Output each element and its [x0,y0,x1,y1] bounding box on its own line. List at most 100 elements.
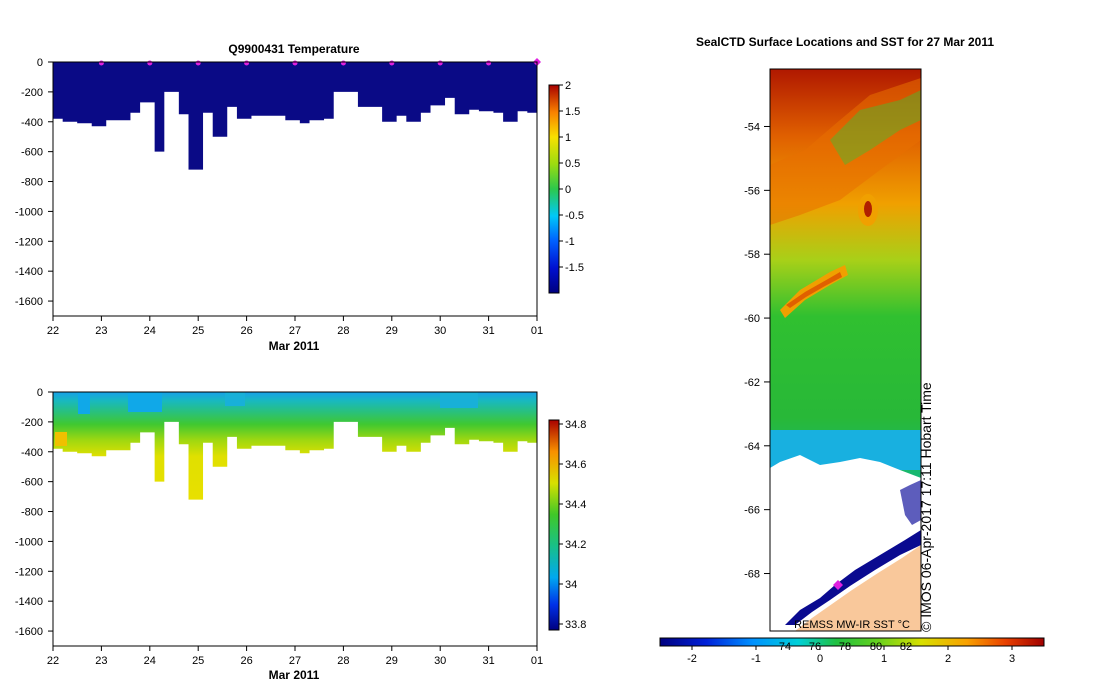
fresh-surface-patch [440,392,478,408]
colorbar-tick-label: 34.6 [565,459,586,471]
salinity-colorbar [548,419,560,631]
depth-tick-label: -400 [21,117,43,129]
temperature-colorbar [548,84,560,294]
depth-tick-label: -1000 [15,536,43,548]
colorbar-tick-label: -1 [565,236,575,248]
depth-tick-label: -800 [21,507,43,519]
depth-tick-label: -1600 [15,296,43,308]
warm-filament-core [786,272,842,308]
salinity-colorbar-ticks: 34.8 34.6 34.4 34.2 34 33.8 [559,419,586,631]
antarctic-land [795,545,921,631]
depth-tick-label: -200 [21,417,43,429]
sst-colorbar-ticks: -2 -1 0 1 2 3 [687,646,1015,665]
surface-location-marker [147,60,153,66]
sst-latitude-axis: -54 -56 -58 -60 -62 -64 -66 -68 [744,121,770,581]
time-tick-label: 28 [337,325,349,337]
colorbar-tick-label: 1.5 [565,106,580,118]
colorbar-tick-label: 0.5 [565,158,580,170]
surface-location-marker [292,60,298,66]
sst-colorbar-tick-label: -2 [687,653,697,665]
time-tick-label: 29 [386,325,398,337]
salinity-profile-field [53,392,537,500]
salinity-xaxis-label: Mar 2011 [269,668,320,682]
time-tick-label: 27 [289,325,301,337]
depth-tick-label: -1200 [15,566,43,578]
surface-location-marker [437,60,443,66]
colorbar-tick-label: 34 [565,579,577,591]
time-tick-label: 23 [95,325,107,337]
time-tick-label: 27 [289,655,301,667]
surface-location-marker [340,60,346,66]
sst-longitude-ticks: 74 76 78 80 82 [779,641,912,653]
fresh-surface-patch [78,392,90,414]
depth-tick-label: -800 [21,177,43,189]
colorbar-tick-label: -1.5 [565,262,584,274]
longitude-tick-label: 78 [839,641,851,653]
imos-credit-label: © IMOS 06-Apr-2017 17:11 Hobart Time [918,382,934,632]
time-tick-label: 01 [531,325,543,337]
latitude-tick-label: -64 [744,441,760,453]
time-tick-label: 23 [95,655,107,667]
colorbar-tick-label: 34.8 [565,419,586,431]
temperature-chart-title: Q9900431 Temperature [228,42,360,56]
time-tick-label: 30 [434,325,446,337]
deep-salinity-patch [55,432,67,446]
sst-map-field [770,69,921,631]
latitude-tick-label: -56 [744,185,760,197]
latitude-tick-label: -68 [744,569,760,581]
temperature-time-axis: 22 23 24 25 26 27 28 29 30 31 01 [47,316,543,337]
temperature-profile-field [53,62,537,170]
surface-location-marker [98,60,104,66]
depth-tick-label: -200 [21,87,43,99]
sst-map-title: SealCTD Surface Locations and SST for 27… [696,35,994,49]
sst-map-frame [769,68,922,632]
time-tick-label: 31 [482,655,494,667]
colorbar-tick-label: 34.4 [565,499,586,511]
longitude-tick-label: 74 [779,641,791,653]
latitude-tick-label: -66 [744,505,760,517]
depth-tick-label: -1400 [15,266,43,278]
colorbar-tick-label: 0 [565,184,571,196]
warm-eddy-core [864,201,872,217]
depth-tick-label: -600 [21,477,43,489]
longitude-tick-label: 80 [870,641,882,653]
depth-tick-label: -1600 [15,626,43,638]
time-tick-label: 28 [337,655,349,667]
temperature-depth-axis: 0 -200 -400 -600 -800 -1000 -1200 -1400 -1600 [15,57,53,308]
time-tick-label: 26 [240,655,252,667]
time-tick-label: 25 [192,325,204,337]
colorbar-tick-label: 33.8 [565,619,586,631]
depth-tick-label: -600 [21,147,43,159]
surface-location-marker [486,60,492,66]
colorbar-tick-label: -0.5 [565,210,584,222]
time-tick-label: 25 [192,655,204,667]
salinity-depth-axis: 0 -200 -400 -600 -800 -1000 -1200 -1400 -1600 [15,387,53,638]
sea-ice-strip [900,480,921,525]
surface-location-marker [244,60,250,66]
sst-colorbar-tick-label: 1 [881,653,887,665]
sst-colorbar-tick-label: -1 [751,653,761,665]
longitude-tick-label: 82 [900,641,912,653]
green-front [830,90,921,165]
time-tick-label: 30 [434,655,446,667]
sst-colorbar-tick-label: 3 [1009,653,1015,665]
surface-location-marker [389,60,395,66]
temperature-xaxis-label: Mar 2011 [269,339,320,353]
sst-map-panel: SealCTD Surface Locations and SST for 27… [659,35,1045,665]
temperature-colorbar-ticks: 2 1.5 1 0.5 0 -0.5 -1 -1.5 [559,80,584,274]
sst-data-source-label: REMSS MW-IR SST °C [794,619,910,631]
time-tick-label: 31 [482,325,494,337]
colorbar-tick-label: 2 [565,80,571,92]
seal-location-marker [833,580,843,590]
temperature-panel: Q9900431 Temperature 0 -200 -400 -600 -800 -1… [15,42,584,353]
colorbar-tick-label: 34.2 [565,539,586,551]
time-tick-label: 22 [47,655,59,667]
salinity-surface-patches [55,392,478,446]
warm-water-tongue [770,78,921,225]
longitude-tick-label: 76 [809,641,821,653]
salinity-panel: 0 -200 -400 -600 -800 -1000 -1200 -1400 -1600 22… [15,387,587,682]
sst-colorbar-tick-label: 2 [945,653,951,665]
depth-tick-label: 0 [37,387,43,399]
depth-tick-label: -1000 [15,206,43,218]
